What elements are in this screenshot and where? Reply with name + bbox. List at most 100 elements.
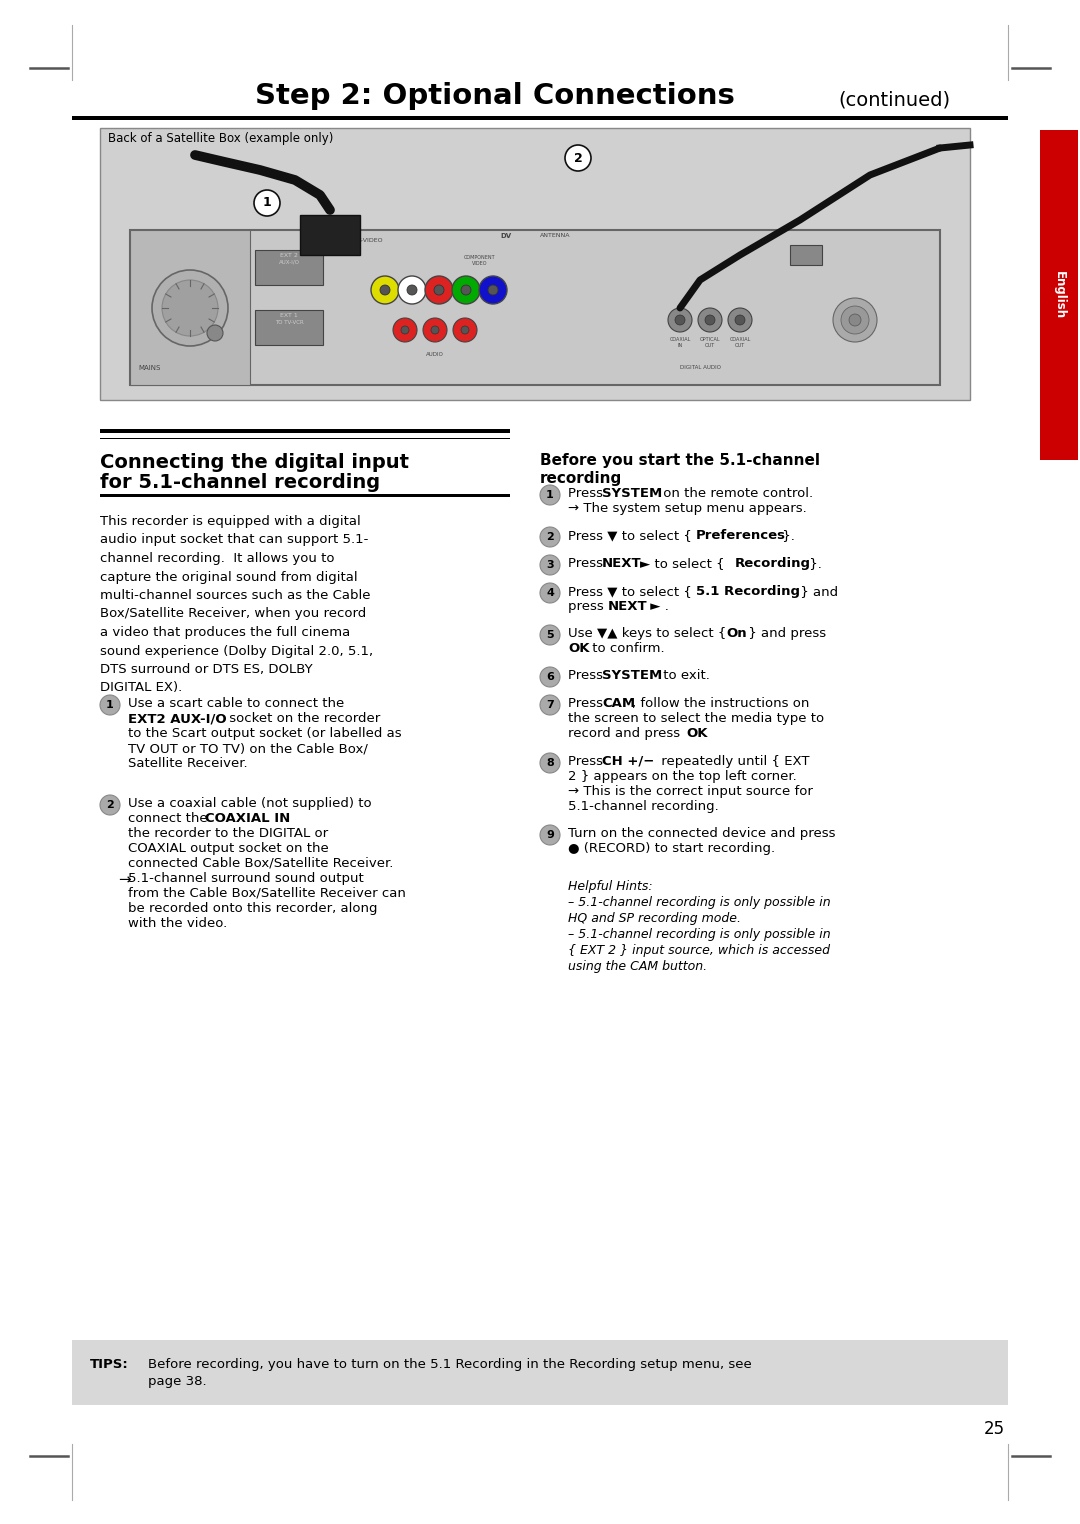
Text: Use a coaxial cable (not supplied) to: Use a coaxial cable (not supplied) to [129, 797, 372, 809]
Bar [72, 116, 1008, 120]
Text: }.: }. [805, 556, 822, 570]
Bar [1040, 130, 1078, 460]
Text: COAXIAL output socket on the: COAXIAL output socket on the [129, 841, 328, 855]
Circle shape [480, 276, 507, 303]
Circle shape [453, 319, 477, 341]
Text: DIGITAL AUDIO: DIGITAL AUDIO [679, 366, 720, 370]
Text: HDMI OUT: HDMI OUT [794, 248, 819, 253]
Text: English: English [1053, 271, 1066, 319]
Circle shape [423, 319, 447, 341]
Bar [300, 215, 360, 255]
Text: 5.1-channel surround sound output: 5.1-channel surround sound output [129, 872, 364, 885]
Text: AUX-I/O: AUX-I/O [279, 261, 299, 265]
Text: the screen to select the media type to: the screen to select the media type to [568, 712, 824, 725]
Text: 2: 2 [573, 151, 582, 165]
Text: on the remote control.: on the remote control. [659, 488, 813, 500]
Text: { EXT 2 } input source, which is accessed: { EXT 2 } input source, which is accesse… [568, 943, 831, 957]
Text: 5.1 Recording: 5.1 Recording [696, 585, 800, 597]
Text: S-VIDEO: S-VIDEO [357, 238, 382, 242]
Text: repeatedly until { EXT: repeatedly until { EXT [657, 754, 810, 768]
Text: } and press: } and press [744, 626, 826, 640]
Bar [789, 245, 822, 265]
Bar [100, 428, 510, 433]
Text: , follow the instructions on: , follow the instructions on [632, 696, 809, 710]
Text: 2: 2 [106, 800, 113, 809]
Text: Step 2: Optional Connections: Step 2: Optional Connections [255, 82, 745, 110]
Text: }.: }. [778, 529, 795, 543]
Text: Satellite Receiver.: Satellite Receiver. [129, 757, 247, 770]
Text: Press: Press [568, 556, 607, 570]
Bar [130, 230, 940, 386]
Circle shape [207, 325, 222, 341]
Text: .: . [704, 727, 708, 741]
Circle shape [434, 285, 444, 296]
Text: from the Cable Box/Satellite Receiver can: from the Cable Box/Satellite Receiver ca… [129, 887, 406, 901]
Text: COAXIAL IN: COAXIAL IN [205, 812, 291, 824]
Text: 1: 1 [262, 197, 271, 209]
Text: MAINS: MAINS [139, 366, 161, 370]
Text: Use ▼▲ keys to select {: Use ▼▲ keys to select { [568, 626, 731, 640]
Text: TO TV-VCR: TO TV-VCR [274, 320, 303, 325]
Text: 4: 4 [546, 588, 554, 597]
Text: for 5.1-channel recording: for 5.1-channel recording [100, 472, 380, 492]
Circle shape [833, 299, 877, 341]
Text: the recorder to the DIGITAL or: the recorder to the DIGITAL or [129, 828, 328, 840]
Text: 1: 1 [106, 700, 113, 710]
Circle shape [254, 190, 280, 216]
Text: Press ▼ to select {: Press ▼ to select { [568, 585, 697, 597]
Text: 8: 8 [546, 757, 554, 768]
Circle shape [100, 796, 120, 815]
Circle shape [669, 308, 692, 332]
Text: Helpful Hints:: Helpful Hints: [568, 879, 652, 893]
Circle shape [540, 824, 561, 844]
Text: 1: 1 [546, 491, 554, 500]
Text: Back of a Satellite Box (example only): Back of a Satellite Box (example only) [108, 133, 334, 145]
Text: DV: DV [500, 233, 511, 239]
Text: →: → [118, 872, 131, 887]
Bar [102, 130, 342, 149]
Circle shape [540, 527, 561, 547]
Text: 25: 25 [984, 1420, 1005, 1439]
Text: CAM: CAM [602, 696, 635, 710]
Circle shape [426, 276, 453, 303]
Circle shape [393, 319, 417, 341]
Text: Press: Press [568, 669, 607, 683]
Text: SYSTEM: SYSTEM [602, 669, 662, 683]
Bar [72, 1340, 1008, 1405]
Circle shape [380, 285, 390, 296]
Text: 9: 9 [546, 831, 554, 840]
Text: COAXIAL
OUT: COAXIAL OUT [729, 337, 751, 347]
Text: ► to select {: ► to select { [640, 556, 729, 570]
Circle shape [540, 625, 561, 645]
Text: SYSTEM: SYSTEM [602, 488, 662, 500]
Circle shape [372, 276, 399, 303]
Text: EXT2 AUX-I/O: EXT2 AUX-I/O [129, 712, 227, 725]
Text: AUDIO: AUDIO [427, 352, 444, 357]
Text: connect the: connect the [129, 812, 212, 824]
Circle shape [735, 315, 745, 325]
Text: OPTICAL
OUT: OPTICAL OUT [700, 337, 720, 347]
Text: ► .: ► . [646, 600, 669, 613]
Circle shape [399, 276, 426, 303]
Circle shape [540, 584, 561, 604]
Text: COAXIAL
IN: COAXIAL IN [670, 337, 691, 347]
Text: to the Scart output socket (or labelled as: to the Scart output socket (or labelled … [129, 727, 402, 741]
Text: Before you start the 5.1-channel: Before you start the 5.1-channel [540, 453, 820, 468]
Text: 5: 5 [546, 629, 554, 640]
Text: using the CAM button.: using the CAM button. [568, 960, 707, 972]
Text: 3: 3 [546, 559, 554, 570]
Text: record and press: record and press [568, 727, 685, 741]
Text: Press ▼ to select {: Press ▼ to select { [568, 529, 697, 543]
Bar [100, 128, 970, 399]
Text: Press: Press [568, 488, 607, 500]
Circle shape [841, 306, 869, 334]
Text: → This is the correct input source for: → This is the correct input source for [568, 785, 813, 799]
Bar [100, 494, 510, 497]
Text: (continued): (continued) [838, 91, 950, 110]
Text: – 5.1-channel recording is only possible in: – 5.1-channel recording is only possible… [568, 896, 831, 908]
Circle shape [540, 753, 561, 773]
Text: TV OUT or TO TV) on the Cable Box/: TV OUT or TO TV) on the Cable Box/ [129, 742, 368, 754]
Text: VIDEO: VIDEO [472, 261, 488, 267]
Text: with the video.: with the video. [129, 917, 227, 930]
Circle shape [540, 695, 561, 715]
